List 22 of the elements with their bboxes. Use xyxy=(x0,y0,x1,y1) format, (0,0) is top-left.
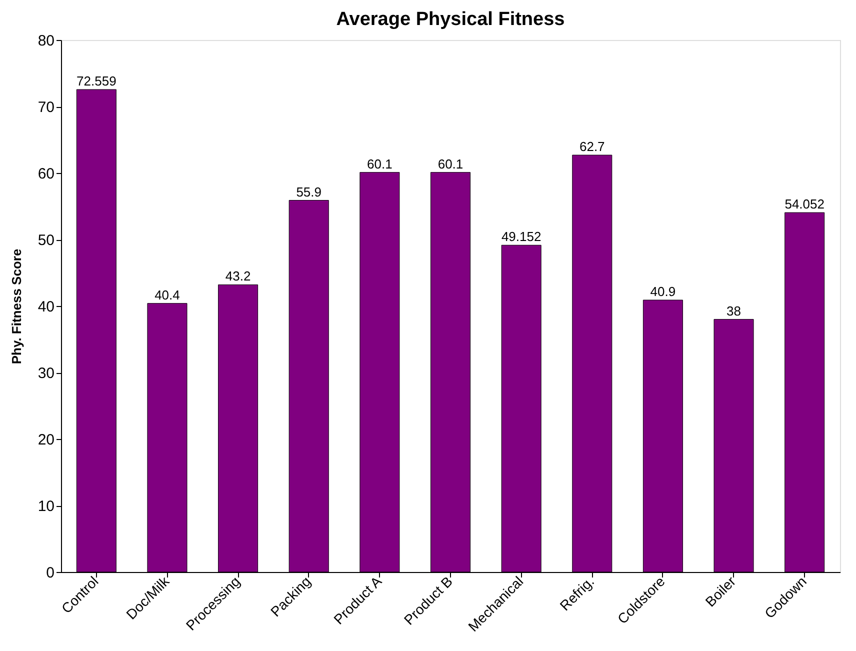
data-label: 40.9 xyxy=(650,284,676,300)
chart-title: Average Physical Fitness xyxy=(336,9,565,30)
data-label: 40.4 xyxy=(154,287,180,302)
y-tick-label: 30 xyxy=(38,365,54,382)
data-label: 43.2 xyxy=(225,268,251,284)
y-tick-label: 50 xyxy=(38,232,54,249)
data-label: 72.559 xyxy=(76,73,116,88)
y-tick-label: 0 xyxy=(46,564,54,582)
y-tick-label: 80 xyxy=(38,32,54,50)
data-label: 54.052 xyxy=(784,196,824,212)
y-tick-label: 60 xyxy=(38,166,54,182)
data-label: 49.152 xyxy=(501,229,542,244)
data-label: 38 xyxy=(726,303,742,318)
data-label: 60.1 xyxy=(438,156,464,172)
y-tick-label: 20 xyxy=(38,432,54,448)
y-tick-label: 40 xyxy=(38,298,54,316)
y-axis-title: Phy. Fitness Score xyxy=(8,248,24,364)
y-tick-label: 10 xyxy=(38,498,54,515)
y-tick-label: 70 xyxy=(38,99,54,116)
data-label: 62.7 xyxy=(579,139,605,154)
data-label: 55.9 xyxy=(296,184,322,200)
data-label: 60.1 xyxy=(367,156,392,172)
